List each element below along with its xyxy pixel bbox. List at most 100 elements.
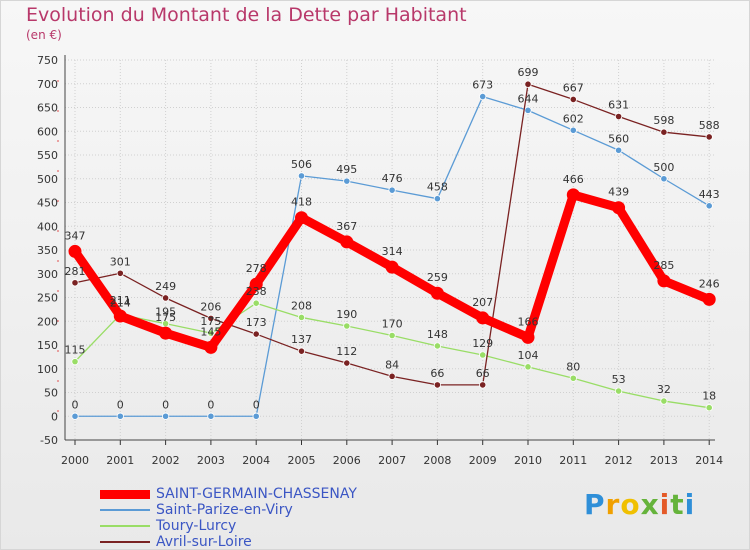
data-point-saint-germain-chassenay xyxy=(657,274,671,288)
data-label-toury-lurcy: 208 xyxy=(291,299,312,312)
data-label-saint-parize-en-viry: 560 xyxy=(608,132,629,145)
data-label-saint-parize-en-viry: 443 xyxy=(699,188,720,201)
data-point-saint-parize-en-viry xyxy=(705,202,713,210)
data-label-toury-lurcy: 190 xyxy=(336,308,357,321)
data-label-avril-sur-loire: 588 xyxy=(699,119,720,132)
data-label-saint-parize-en-viry: 476 xyxy=(382,172,403,185)
data-point-toury-lurcy xyxy=(524,363,532,371)
data-point-toury-lurcy xyxy=(433,342,441,350)
data-label-saint-germain-chassenay: 278 xyxy=(246,262,267,275)
proxiti-logo: Proxiti xyxy=(584,488,696,521)
data-point-avril-sur-loire xyxy=(343,359,351,367)
data-labels: 0 0 0 0 0 506 495 476 458 673 644 602 560 500 443 115 21… xyxy=(65,66,720,411)
data-label-avril-sur-loire: 301 xyxy=(110,255,131,268)
data-label-avril-sur-loire: 137 xyxy=(291,333,312,346)
data-label-saint-parize-en-viry: 602 xyxy=(563,112,584,125)
y-tick-label: 0 xyxy=(51,410,58,423)
data-label-toury-lurcy: 238 xyxy=(246,285,267,298)
x-tick-label: 2004 xyxy=(242,454,270,467)
data-label-toury-lurcy: 148 xyxy=(427,328,448,341)
data-label-toury-lurcy: 175 xyxy=(200,315,221,328)
data-label-toury-lurcy: 195 xyxy=(155,306,176,319)
data-point-saint-germain-chassenay xyxy=(340,235,354,249)
data-label-saint-parize-en-viry: 0 xyxy=(117,398,124,411)
y-tick-label: 200 xyxy=(37,315,58,328)
legend-swatch-toury-lurcy xyxy=(100,525,150,527)
data-label-avril-sur-loire: 84 xyxy=(385,358,399,371)
data-point-saint-parize-en-viry xyxy=(388,186,396,194)
data-point-saint-germain-chassenay xyxy=(295,211,308,225)
data-label-saint-germain-chassenay: 314 xyxy=(382,245,403,258)
data-label-avril-sur-loire: 66 xyxy=(430,367,444,380)
y-tick-label: 400 xyxy=(37,220,58,233)
data-point-avril-sur-loire xyxy=(614,112,623,121)
y-tick-label: 650 xyxy=(37,102,58,115)
data-label-saint-germain-chassenay: 166 xyxy=(518,315,539,328)
data-point-avril-sur-loire xyxy=(479,381,487,389)
data-label-avril-sur-loire: 667 xyxy=(563,81,584,94)
legend-swatch-saint-parize-en-viry xyxy=(100,509,150,511)
data-point-saint-parize-en-viry xyxy=(71,412,79,420)
data-point-saint-parize-en-viry xyxy=(479,92,487,101)
legend-swatch-saint-germain-chassenay xyxy=(100,490,150,499)
data-label-saint-parize-en-viry: 0 xyxy=(162,398,169,411)
data-label-saint-germain-chassenay: 347 xyxy=(65,229,86,242)
y-tick-label: 100 xyxy=(37,363,58,376)
data-point-avril-sur-loire xyxy=(116,269,124,277)
x-tick-label: 2014 xyxy=(695,454,723,467)
data-point-avril-sur-loire xyxy=(252,330,260,338)
x-tick-label: 2013 xyxy=(650,454,678,467)
chart-title: Evolution du Montant de la Dette par Hab… xyxy=(26,4,467,26)
y-tick-label: 600 xyxy=(37,125,58,138)
data-point-saint-parize-en-viry xyxy=(252,412,260,420)
y-tick-label: 300 xyxy=(37,268,58,281)
data-label-toury-lurcy: 104 xyxy=(518,349,539,362)
data-label-saint-parize-en-viry: 0 xyxy=(207,398,214,411)
data-label-saint-germain-chassenay: 418 xyxy=(291,196,312,209)
legend-swatch-avril-sur-loire xyxy=(100,541,150,543)
data-point-saint-parize-en-viry xyxy=(116,412,124,420)
y-tick-label: 350 xyxy=(37,244,58,257)
data-point-toury-lurcy xyxy=(614,387,623,395)
legend-label-saint-parize-en-viry: Saint-Parize-en-Viry xyxy=(156,502,293,518)
data-point-saint-parize-en-viry xyxy=(614,146,623,154)
legend-label-saint-germain-chassenay: SAINT-GERMAIN-CHASSENAY xyxy=(156,486,357,502)
x-tick-label: 2011 xyxy=(559,454,587,467)
x-tick-label: 2008 xyxy=(423,454,451,467)
data-point-saint-germain-chassenay xyxy=(702,292,716,306)
data-point-avril-sur-loire xyxy=(660,128,668,136)
y-tick-label: 450 xyxy=(37,197,58,210)
data-point-saint-germain-chassenay xyxy=(521,330,535,344)
data-point-saint-germain-chassenay xyxy=(385,260,399,274)
data-point-saint-parize-en-viry xyxy=(569,126,577,134)
data-label-saint-germain-chassenay: 285 xyxy=(653,259,674,272)
grid-lines xyxy=(65,59,715,441)
y-tick-label: -50 xyxy=(40,434,58,447)
data-point-saint-germain-chassenay xyxy=(430,286,444,300)
data-point-avril-sur-loire xyxy=(433,381,441,389)
y-tick-label: 500 xyxy=(37,173,58,186)
data-label-toury-lurcy: 129 xyxy=(472,337,493,350)
data-label-saint-germain-chassenay: 259 xyxy=(427,271,448,284)
data-label-saint-germain-chassenay: 207 xyxy=(472,296,493,309)
data-label-saint-germain-chassenay: 175 xyxy=(155,311,176,324)
data-label-saint-germain-chassenay: 439 xyxy=(608,186,629,199)
data-label-toury-lurcy: 80 xyxy=(566,360,580,373)
y-tick-label: 550 xyxy=(37,149,58,162)
data-label-saint-germain-chassenay: 466 xyxy=(563,173,584,186)
data-point-saint-germain-chassenay xyxy=(159,326,173,340)
data-point-toury-lurcy xyxy=(569,374,577,382)
y-tick-label: 750 xyxy=(37,54,58,67)
data-point-saint-germain-chassenay xyxy=(612,201,626,215)
data-label-saint-parize-en-viry: 495 xyxy=(336,163,357,176)
data-point-toury-lurcy xyxy=(343,322,351,330)
data-label-avril-sur-loire: 173 xyxy=(246,316,267,329)
data-label-saint-parize-en-viry: 673 xyxy=(472,79,493,92)
series-lines xyxy=(68,80,716,420)
data-label-avril-sur-loire: 249 xyxy=(155,280,176,293)
data-label-avril-sur-loire: 66 xyxy=(476,367,490,380)
x-tick-label: 2001 xyxy=(106,454,134,467)
data-label-toury-lurcy: 214 xyxy=(110,297,131,310)
